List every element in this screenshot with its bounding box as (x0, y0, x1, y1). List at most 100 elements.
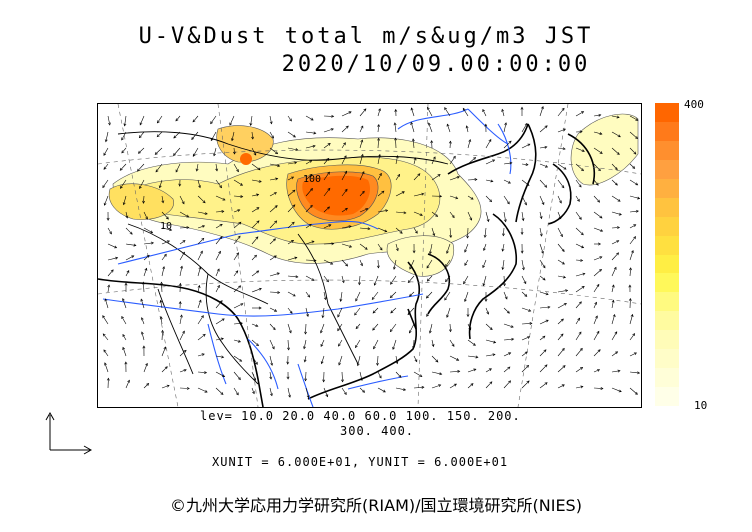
wind-arrow (125, 255, 134, 261)
wind-arrow (575, 163, 584, 171)
wind-arrow-head (379, 172, 382, 176)
wind-arrow (449, 156, 456, 165)
wind-arrow-head (239, 358, 243, 362)
wind-arrow (341, 387, 347, 395)
wind-arrow (192, 115, 199, 123)
wind-arrow (393, 259, 397, 270)
wind-arrow (467, 211, 472, 221)
wind-arrow (161, 346, 166, 357)
wind-arrow-head (119, 167, 123, 171)
wind-arrow-head (294, 161, 298, 165)
wind-arrow-head (561, 261, 565, 265)
wind-arrow-head (506, 201, 510, 205)
wind-arrow-head (403, 211, 407, 215)
wind-arrow (503, 227, 505, 236)
wind-arrow-head (328, 224, 332, 227)
wind-arrow-head (432, 156, 436, 160)
wind-arrow (287, 131, 296, 138)
wind-arrow (539, 195, 545, 205)
wind-arrow (107, 257, 118, 261)
wind-arrow (444, 107, 451, 117)
wind-arrow (192, 147, 199, 157)
wind-arrow-head (629, 267, 632, 271)
wind-arrow-head (339, 298, 343, 302)
wind-arrow (215, 251, 221, 261)
wind-arrow-head (173, 153, 176, 156)
wind-arrow-head (355, 326, 359, 330)
wind-arrow-head (338, 343, 341, 347)
wind-arrow-head (503, 219, 507, 223)
wind-arrow-head (389, 295, 393, 299)
wind-arrow-head (449, 234, 453, 239)
wind-arrow (355, 339, 361, 348)
wind-arrow-head (330, 261, 334, 265)
wind-arrow (575, 147, 585, 152)
wind-arrow-head (249, 122, 253, 127)
wind-arrow (501, 109, 505, 117)
wind-arrow-head (251, 136, 255, 140)
wind-arrow-head (378, 153, 381, 157)
wind-arrow-head (451, 215, 455, 219)
wind-arrow-head (561, 384, 565, 388)
wind-arrow-head (273, 238, 276, 242)
dust-plume (108, 113, 639, 277)
wind-arrow-head (146, 383, 150, 386)
wind-arrow-head (544, 145, 548, 149)
wind-arrow-head (288, 394, 291, 398)
wind-arrow-head (401, 191, 405, 194)
wind-arrow-head (320, 361, 324, 365)
colorbar-swatch (655, 254, 679, 274)
wind-arrow-head (175, 118, 179, 122)
wind-arrow-head (492, 159, 496, 163)
wind-arrow-head (182, 330, 185, 334)
wind-arrow-head (311, 240, 315, 244)
wind-arrow (305, 371, 307, 381)
wind-arrow-head (414, 359, 418, 363)
wind-arrow (593, 269, 602, 277)
wind-arrow-head (395, 248, 399, 252)
wind-arrow-head (311, 278, 315, 281)
wind-arrow (215, 285, 220, 293)
wind-arrow-head (156, 134, 160, 138)
colorbar (655, 103, 679, 406)
wind-arrow (467, 227, 469, 239)
wind-arrow (593, 211, 603, 219)
wind-arrow (138, 147, 145, 154)
wind-arrow (102, 315, 109, 325)
wind-arrow (502, 243, 505, 252)
wind-arrow-head (159, 316, 163, 320)
wind-arrow (287, 257, 297, 261)
wind-arrow-head (373, 282, 377, 286)
wind-arrow-head (158, 185, 162, 189)
wind-arrow-head (292, 189, 296, 193)
wind-arrow (341, 155, 347, 165)
wind-arrow (323, 259, 333, 265)
wind-arrow-head (444, 107, 447, 111)
wind-arrow-head (219, 185, 222, 189)
wind-arrow-head (507, 366, 511, 370)
wind-arrow-head (252, 391, 255, 395)
wind-arrow-head (635, 136, 638, 140)
wind-arrow (463, 275, 469, 284)
wind-arrow (395, 174, 400, 181)
wind-arrow (575, 243, 584, 248)
wind-arrow (411, 107, 415, 117)
wind-arrow (575, 301, 582, 309)
wind-arrow-head (325, 394, 329, 398)
wind-arrow-head (508, 380, 512, 384)
wind-arrow-head (320, 343, 324, 347)
wind-arrow (539, 306, 550, 309)
wind-arrow-head (103, 202, 107, 206)
wind-arrow-head (581, 111, 585, 114)
wind-arrow (410, 122, 415, 133)
wind-arrow-head (169, 228, 173, 232)
wind-arrow (611, 267, 617, 277)
wind-arrow (139, 131, 145, 138)
wind-arrow (593, 331, 600, 341)
wind-arrow (377, 371, 382, 379)
wind-arrow-head (255, 343, 259, 347)
wind-arrow-head (310, 188, 313, 191)
wind-arrow-head (104, 139, 108, 143)
wind-arrow (355, 291, 361, 302)
wind-arrow (412, 138, 415, 149)
